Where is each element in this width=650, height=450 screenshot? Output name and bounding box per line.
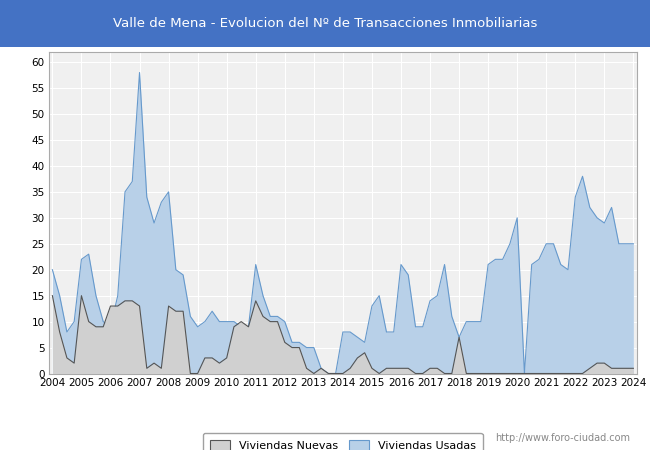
Legend: Viviendas Nuevas, Viviendas Usadas: Viviendas Nuevas, Viviendas Usadas xyxy=(203,433,482,450)
Text: Valle de Mena - Evolucion del Nº de Transacciones Inmobiliarias: Valle de Mena - Evolucion del Nº de Tran… xyxy=(113,17,537,30)
Text: http://www.foro-ciudad.com: http://www.foro-ciudad.com xyxy=(495,433,630,443)
